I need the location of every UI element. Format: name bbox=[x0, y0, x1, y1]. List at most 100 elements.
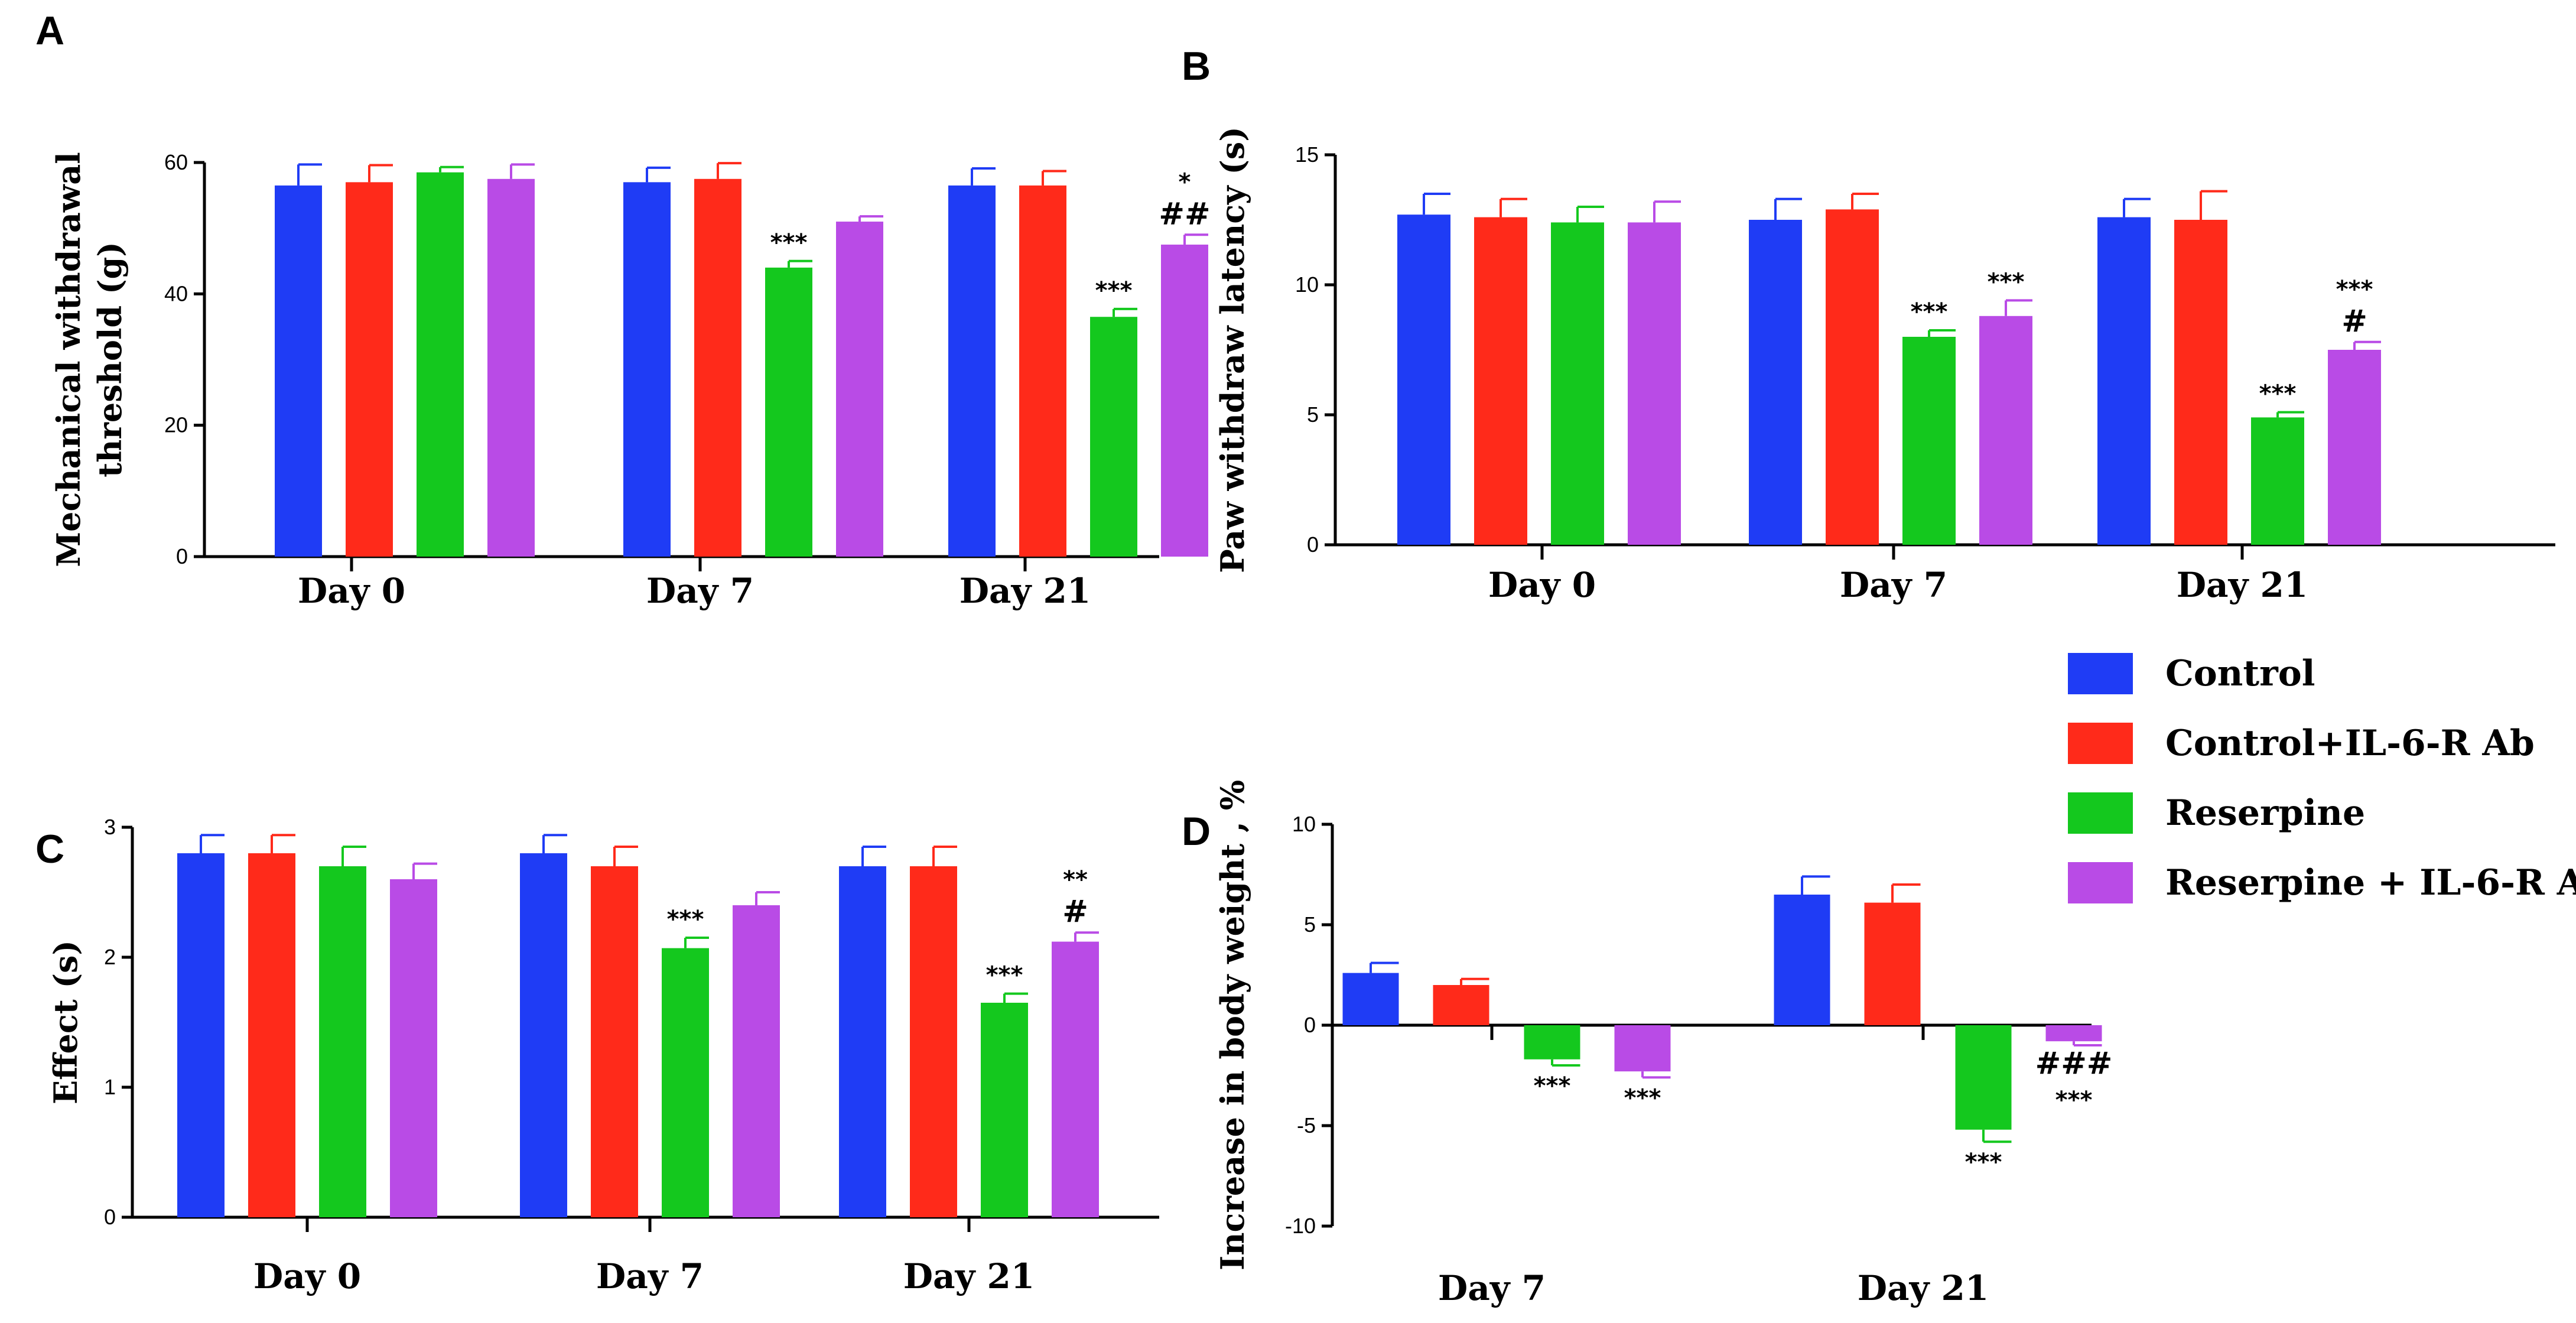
significance-label: ### bbox=[2035, 1046, 2113, 1081]
bar bbox=[2251, 417, 2304, 545]
x-category-label: Day 21 bbox=[1858, 1268, 1989, 1308]
x-category-label: Day 7 bbox=[1438, 1268, 1546, 1308]
significance-label: # bbox=[1062, 894, 1088, 929]
legend-swatch bbox=[2068, 723, 2133, 764]
significance-label: ## bbox=[1159, 196, 1210, 232]
bar bbox=[1342, 973, 1399, 1025]
y-axis-label: Increase in body weight , % bbox=[1214, 780, 1251, 1270]
y-tick-label: 10 bbox=[1295, 272, 1319, 297]
bar bbox=[319, 866, 366, 1217]
y-tick-label: 5 bbox=[1304, 912, 1316, 937]
y-tick-label: 3 bbox=[104, 815, 116, 839]
panel-label: B bbox=[1182, 44, 1211, 89]
panel-C: C 0 1 2 3 Effect (s) Day 0 Day 7 Day 21 *** *** #** bbox=[35, 815, 1159, 1296]
significance-label: *** bbox=[1534, 1072, 1571, 1100]
legend-swatch bbox=[2068, 653, 2133, 694]
x-category-label: Day 0 bbox=[298, 571, 405, 611]
bar bbox=[177, 853, 225, 1217]
panel-label: C bbox=[35, 827, 64, 872]
x-category-label: Day 0 bbox=[253, 1256, 361, 1296]
significance-label: *** bbox=[1095, 277, 1133, 304]
bar bbox=[1397, 214, 1450, 545]
x-category-label: Day 0 bbox=[1488, 565, 1596, 605]
bar bbox=[981, 1003, 1028, 1217]
panel-label: A bbox=[35, 8, 64, 53]
bar bbox=[520, 853, 567, 1217]
legend-label: Reserpine + IL-6-R Ab bbox=[2165, 862, 2576, 903]
y-tick-label: 20 bbox=[164, 413, 188, 437]
x-category-label: Day 7 bbox=[646, 571, 754, 611]
significance-label: * bbox=[1179, 168, 1191, 196]
bar bbox=[623, 182, 671, 557]
bar bbox=[733, 905, 780, 1217]
bar bbox=[1090, 317, 1137, 557]
panel-A: A 0 20 40 60 Mechanical withdrawal threshold (… bbox=[35, 8, 1211, 611]
x-category-label: Day 7 bbox=[596, 1256, 704, 1296]
bar bbox=[487, 178, 535, 557]
significance-label: *** bbox=[2336, 276, 2373, 303]
x-category-label: Day 21 bbox=[960, 571, 1091, 611]
y-tick-label: 1 bbox=[104, 1075, 116, 1099]
panel-B: B 0 5 10 15 Paw withdraw latency (s) Day 0 Day … bbox=[1182, 44, 2555, 605]
significance-label: *** bbox=[770, 229, 808, 256]
bar bbox=[346, 182, 393, 557]
significance-label: *** bbox=[1965, 1149, 2002, 1176]
bar bbox=[1902, 337, 1956, 545]
significance-label: *** bbox=[986, 962, 1023, 989]
bar bbox=[275, 185, 322, 557]
panel-D: D -10 -5 0 5 10 Increase in body weight , % Day… bbox=[1182, 780, 2112, 1308]
legend-item: Control bbox=[2068, 653, 2315, 694]
bar bbox=[694, 178, 741, 557]
bar bbox=[1614, 1025, 1671, 1072]
bar bbox=[662, 948, 709, 1217]
significance-label: *** bbox=[1988, 268, 2025, 295]
bar bbox=[839, 866, 886, 1217]
panel-label: D bbox=[1182, 809, 1211, 854]
bar bbox=[2097, 217, 2151, 545]
y-tick-label: 60 bbox=[164, 150, 188, 174]
bar bbox=[2328, 350, 2381, 545]
x-category-label: Day 7 bbox=[1840, 565, 1947, 605]
bar bbox=[1524, 1025, 1580, 1059]
y-axis-label: Effect (s) bbox=[47, 940, 84, 1104]
significance-label: ** bbox=[1063, 866, 1088, 893]
legend-item: Reserpine bbox=[2068, 792, 2365, 834]
bar bbox=[1474, 217, 1527, 545]
bar bbox=[948, 185, 996, 557]
significance-label: *** bbox=[667, 906, 704, 933]
significance-label: *** bbox=[1624, 1084, 1661, 1111]
significance-label: *** bbox=[2259, 381, 2297, 408]
y-tick-label: 40 bbox=[164, 281, 188, 305]
bar bbox=[248, 853, 295, 1217]
bar bbox=[1979, 316, 2032, 545]
bar bbox=[1955, 1025, 2012, 1130]
y-axis-label: Paw withdraw latency (s) bbox=[1214, 126, 1251, 573]
bar bbox=[2174, 220, 2227, 545]
y-tick-label: 5 bbox=[1307, 402, 1319, 427]
bar bbox=[1864, 902, 1921, 1025]
y-tick-label: -10 bbox=[1285, 1214, 1316, 1238]
bar bbox=[1551, 222, 1604, 545]
legend: Control Control+IL-6-R Ab Reserpine Reserpi… bbox=[2068, 653, 2576, 903]
bar bbox=[1774, 895, 1830, 1025]
legend-label: Reserpine bbox=[2165, 792, 2365, 834]
bar bbox=[1052, 941, 1099, 1217]
y-axis-label: threshold (g) bbox=[91, 242, 129, 477]
bar bbox=[1161, 244, 1208, 557]
bar bbox=[1433, 985, 1489, 1025]
bar bbox=[1628, 222, 1681, 545]
significance-label: # bbox=[2341, 304, 2367, 339]
y-tick-label: -5 bbox=[1297, 1113, 1316, 1137]
y-tick-label: 10 bbox=[1292, 812, 1316, 836]
bar bbox=[591, 866, 638, 1217]
y-tick-label: 15 bbox=[1295, 142, 1319, 167]
legend-item: Control+IL-6-R Ab bbox=[2068, 723, 2535, 764]
legend-label: Control bbox=[2165, 653, 2315, 694]
bar bbox=[910, 866, 957, 1217]
y-tick-label: 0 bbox=[104, 1205, 116, 1229]
significance-label: *** bbox=[2055, 1087, 2093, 1114]
bar bbox=[836, 222, 883, 557]
x-category-label: Day 21 bbox=[2177, 565, 2308, 605]
